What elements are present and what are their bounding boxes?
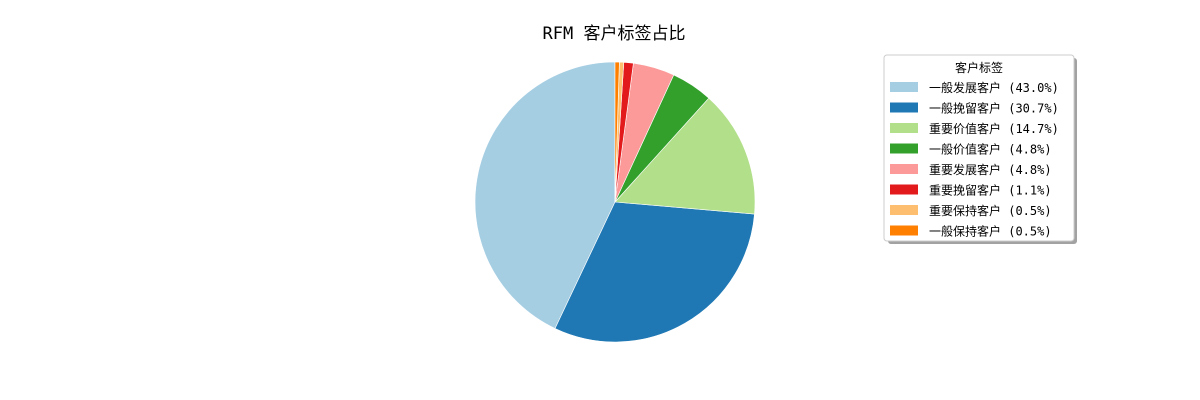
legend-label-0: 一般发展客户 (43.0%) — [929, 80, 1059, 95]
legend-swatch-6 — [890, 205, 918, 215]
legend-label-6: 重要保持客户 (0.5%) — [929, 203, 1052, 218]
legend-label-2: 重要价值客户 (14.7%) — [929, 121, 1059, 136]
legend-swatch-4 — [890, 164, 918, 174]
pie-slices — [474, 61, 756, 343]
pie-slice-2 — [614, 97, 756, 215]
legend-frame — [883, 54, 1075, 242]
legend-swatch-5 — [890, 184, 918, 195]
legend-label-4: 重要发展客户 (4.8%) — [929, 162, 1052, 177]
pie-slice-0 — [474, 61, 616, 329]
pie-slice-7 — [614, 61, 620, 203]
legend-swatch-3 — [890, 143, 918, 154]
legend-swatch-0 — [890, 82, 918, 92]
pie-slice-1 — [554, 201, 755, 343]
legend-items: 一般发展客户 (43.0%) 一般挽留客户 (30.7%) 重要价值客户 (14.7… — [890, 80, 1059, 239]
legend-label-3: 一般价值客户 (4.8%) — [929, 142, 1052, 157]
legend-label-7: 一般保持客户 (0.5%) — [929, 224, 1052, 239]
legend: 客户标签 一般发展客户 (43.0%) 一般挽留客户 (30.7%) 重要价值客户 … — [883, 54, 1077, 244]
chart-title: RFM 客户标签占比 — [543, 24, 686, 44]
legend-swatch-1 — [890, 102, 918, 113]
legend-swatch-2 — [890, 123, 918, 133]
legend-swatch-7 — [890, 225, 918, 236]
legend-title: 客户标签 — [955, 60, 1003, 75]
legend-label-1: 一般挽留客户 (30.7%) — [929, 101, 1059, 116]
legend-label-5: 重要挽留客户 (1.1%) — [929, 183, 1052, 198]
